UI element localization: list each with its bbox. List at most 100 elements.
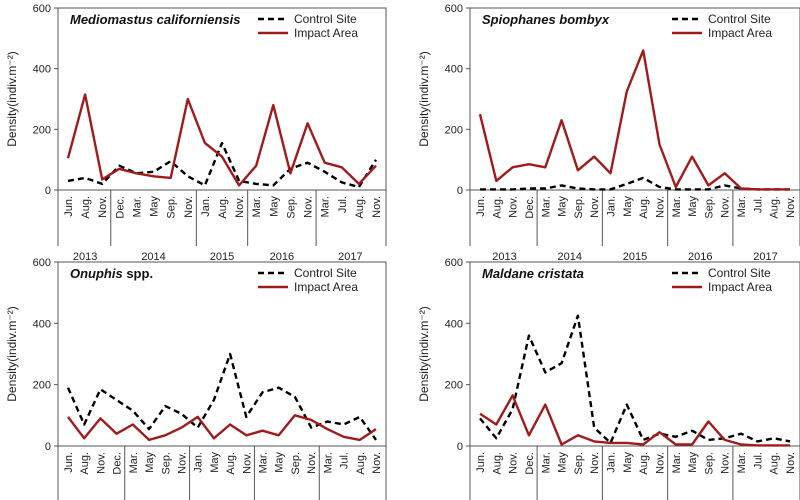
x-tick-label: Aug. — [354, 196, 366, 219]
x-tick-label: May — [209, 452, 221, 473]
x-tick-label: Mar. — [320, 196, 332, 217]
plot-frame — [57, 7, 387, 191]
y-tick-label: 0 — [45, 441, 51, 453]
year-label: 2014 — [557, 251, 581, 263]
x-tick-label: Jun. — [63, 196, 75, 217]
x-tick-label: Mar. — [128, 452, 140, 473]
year-label: 2015 — [623, 251, 647, 263]
y-tick-label: 600 — [445, 257, 463, 269]
legend-control-label: Control Site — [294, 266, 357, 280]
x-tick-label: May — [622, 452, 634, 473]
x-tick-label: Aug. — [217, 196, 229, 219]
x-tick-label: Nov. — [720, 452, 732, 474]
x-tick-label: Mar. — [258, 452, 270, 473]
chart-panel-3: 0 200 400 600 Density(indiv.m⁻²) Jun. Aug. Nov.… — [5, 257, 387, 500]
x-tick-label: Jun. — [63, 452, 75, 473]
x-tick-label: Jan. — [606, 196, 618, 217]
x-tick-label: Jul. — [752, 196, 764, 213]
control-site-line — [479, 314, 791, 445]
plot-frame — [469, 7, 800, 191]
x-tick-label: Aug. — [491, 452, 503, 475]
x-tick-label: Nov. — [785, 196, 797, 218]
x-tick-label: Aug. — [225, 452, 237, 475]
y-tick-label: 600 — [33, 3, 51, 15]
x-tick-label: May — [268, 196, 280, 217]
x-tick-label: Nov. — [589, 452, 601, 474]
year-label: 2015 — [210, 251, 234, 263]
x-tick-label: Nov. — [371, 196, 383, 218]
panel-title: Onuphis spp. — [70, 266, 153, 281]
y-axis-label: Density(indiv.m⁻²) — [5, 306, 19, 401]
y-axis-label: Density(indiv.m⁻²) — [417, 51, 431, 146]
x-tick-label: Sep. — [160, 452, 172, 475]
x-tick-label: Nov. — [183, 196, 195, 218]
x-tick-label: Nov. — [303, 196, 315, 218]
x-tick-label: May — [557, 196, 569, 217]
x-tick-label: Mar. — [540, 452, 552, 473]
x-tick-label: Sep. — [285, 196, 297, 219]
chart-panel-2: 0 200 400 600 Density(indiv.m⁻²) Jun. Aug. Nov.… — [417, 3, 800, 263]
year-label: 2016 — [688, 251, 712, 263]
plot-frame — [469, 261, 800, 447]
x-tick-label: Jun. — [475, 196, 487, 217]
x-tick-label: Jul. — [339, 452, 351, 469]
x-tick-label: Nov. — [97, 196, 109, 218]
x-tick-label: Dec. — [524, 196, 536, 219]
y-tick-label: 400 — [33, 318, 51, 330]
x-tick-label: Mar. — [736, 196, 748, 217]
legend-control-label: Control Site — [708, 266, 771, 280]
x-tick-label: Nov. — [654, 452, 666, 474]
x-tick-label: Nov. — [508, 196, 520, 218]
x-tick-label: Nov. — [371, 452, 383, 474]
impact-area-line — [66, 93, 377, 187]
x-tick-label: Aug. — [80, 196, 92, 219]
x-tick-label: Aug. — [491, 196, 503, 219]
impact-area-line — [67, 414, 377, 442]
x-tick-label: Nov. — [306, 452, 318, 474]
chart-panel-1: 0 200 400 600 Density(indiv.m⁻²) Jun. Aug. Nov.… — [5, 3, 387, 263]
x-tick-label: Mar. — [131, 196, 143, 217]
x-tick-label: Nov. — [176, 452, 188, 474]
x-tick-label: Nov. — [95, 452, 107, 474]
x-tick-label: Sep. — [166, 196, 178, 219]
control-site-line — [67, 141, 378, 189]
y-tick-label: 400 — [33, 64, 51, 76]
x-tick-label: Mar. — [671, 196, 683, 217]
impact-area-line — [478, 49, 790, 191]
legend-impact-label: Impact Area — [294, 280, 358, 294]
x-tick-label: May — [149, 196, 161, 217]
x-tick-label: Mar. — [251, 196, 263, 217]
x-tick-label: Jan. — [200, 196, 212, 217]
legend-impact-label: Impact Area — [708, 280, 772, 294]
x-tick-label: May — [687, 196, 699, 217]
x-tick-label: Jul. — [337, 196, 349, 213]
legend-control-label: Control Site — [294, 12, 357, 26]
x-tick-label: Dec. — [524, 452, 536, 475]
x-tick-label: Aug. — [638, 196, 650, 219]
y-axis-label: Density(indiv.m⁻²) — [5, 51, 19, 146]
panel-title: Mediomastus californiensis — [70, 12, 241, 27]
x-tick-label: Jun. — [475, 452, 487, 473]
x-tick-label: Jan. — [606, 452, 618, 473]
y-tick-label: 200 — [445, 124, 463, 136]
y-tick-label: 0 — [457, 185, 463, 197]
year-label: 2013 — [492, 251, 516, 263]
y-tick-label: 400 — [445, 318, 463, 330]
x-tick-label: May — [144, 452, 156, 473]
x-tick-label: Dec. — [112, 452, 124, 475]
panel-title: Maldane cristata — [482, 266, 584, 281]
x-tick-label: Mar. — [736, 452, 748, 473]
year-label: 2017 — [753, 251, 777, 263]
x-tick-label: Aug. — [638, 452, 650, 475]
plot-frame — [57, 261, 387, 447]
chart-panel-4: 0 200 400 600 Density(indiv.m⁻²) Jun. Aug. Nov.… — [417, 257, 800, 500]
legend-impact-label: Impact Area — [294, 26, 358, 40]
x-tick-label: May — [557, 452, 569, 473]
x-tick-label: Sep. — [290, 452, 302, 475]
y-tick-label: 200 — [33, 124, 51, 136]
panel-title: Spiophanes bombyx — [482, 12, 610, 27]
x-tick-label: Sep. — [703, 452, 715, 475]
x-tick-label: Mar. — [540, 196, 552, 217]
year-label: 2014 — [141, 251, 165, 263]
year-label: 2017 — [338, 251, 362, 263]
